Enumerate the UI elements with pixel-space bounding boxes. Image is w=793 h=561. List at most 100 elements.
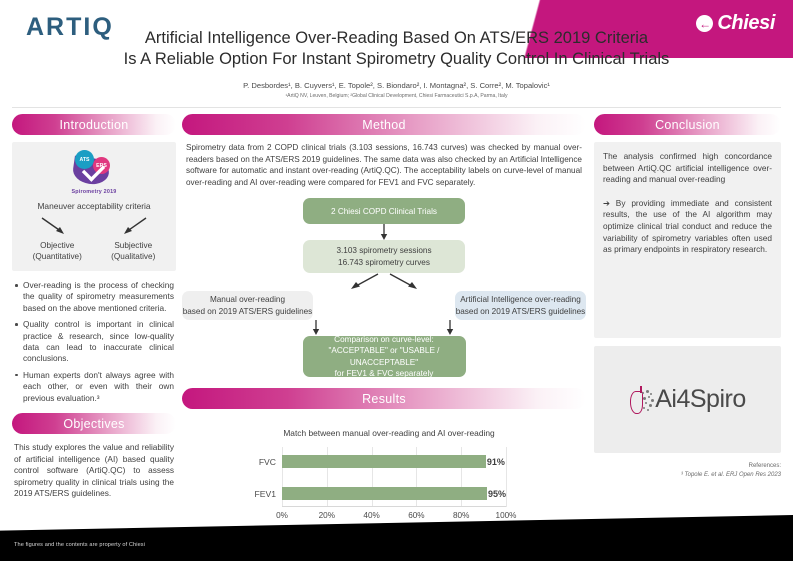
header-divider <box>12 107 781 108</box>
lung-icon <box>629 385 655 415</box>
match-bar-chart: 91% FVC 95% FEV1 0% 20% 40% 60% 80% 100% <box>234 447 534 525</box>
flow-box-sessions: 3.103 spirometry sessions 16.743 spirome… <box>303 240 465 274</box>
section-heading-objectives: Objectives <box>12 413 176 435</box>
flow-connector-merge <box>182 320 586 336</box>
chiesi-logo: ← Chiesi <box>696 12 775 35</box>
references-label: References: <box>748 463 781 469</box>
flow-box-sessions-line1: 3.103 spirometry sessions <box>336 246 432 256</box>
chart-bar-row: 91% <box>282 455 506 469</box>
sponsor-logo-panel: Ai4Spiro <box>594 346 781 453</box>
author-list: P. Desbordes¹, B. Cuyvers¹, E. Topole², … <box>243 81 550 90</box>
ai4spiro-wordmark: Ai4Spiro <box>655 385 746 413</box>
flow-box-trials: 2 Chiesi COPD Clinical Trials <box>303 198 465 225</box>
chart-gridline <box>371 447 373 508</box>
flow-box-ai-line1: Artificial Intelligence over-reading <box>460 295 581 305</box>
chart-gridline <box>461 447 463 508</box>
chart-x-tick-label: 20% <box>318 511 335 521</box>
footer-text: The figures and the contents are propert… <box>14 542 146 548</box>
ers-badge: ERS <box>93 157 110 174</box>
ats-ers-spirometry-logo-icon: ATS ERS <box>61 150 127 188</box>
chart-gridline <box>506 447 507 508</box>
chiesi-mark-icon: ← <box>696 15 714 32</box>
flow-connector-1 <box>379 224 389 241</box>
chart-category-label: FVC <box>258 457 276 468</box>
references-block: References: ³ Topole E. et al. ERJ Open … <box>594 462 781 480</box>
arrow-down-right-icon <box>124 217 147 234</box>
conclusion-paragraph-2-text: By providing immediate and consistent re… <box>603 197 772 255</box>
middle-column: Method Spirometry data from 2 COPD clini… <box>182 114 586 525</box>
flow-box-manual-line1: Manual over-reading <box>209 295 286 305</box>
chart-x-tick-label: 0% <box>276 511 288 521</box>
flow-box-comparison-line3: for FEV1 & FVC separately <box>334 369 434 379</box>
chart-gridline <box>326 447 328 508</box>
conclusion-paragraph-2: ➔ By providing immediate and consistent … <box>603 198 772 256</box>
page-title: Artificial Intelligence Over-Reading Bas… <box>0 28 793 70</box>
objectives-text: This study explores the value and reliab… <box>14 442 174 499</box>
flow-box-comparison-line1: Comparison on curve-level: <box>334 335 434 345</box>
introduction-bullet-list: Over-reading is the process of checking … <box>12 280 176 404</box>
flow-box-ai: Artificial Intelligence over-reading bas… <box>455 291 586 321</box>
figure-caption: Maneuver acceptability criteria <box>37 201 151 211</box>
flow-box-comparison-line2: "ACCEPTABLE" or "USABLE / UNACCEPTABLE" <box>328 346 440 367</box>
criteria-subjective-title: Subjective <box>114 241 153 250</box>
criteria-objective-sub: (Quantitative) <box>32 252 82 261</box>
chart-bar-row: 95% <box>282 487 506 501</box>
arrow-split-icon <box>351 273 417 290</box>
list-item: Quality control is important in clinical… <box>15 319 174 364</box>
chart-x-axis-ticks: 0% 20% 40% 60% 80% 100% <box>276 511 516 523</box>
section-heading-method: Method <box>182 114 586 135</box>
chart-category-label: FEV1 <box>254 489 277 500</box>
chart-x-tick-label: 100% <box>495 511 517 521</box>
criteria-objective-title: Objective <box>40 241 75 250</box>
arrow-down-left-icon <box>41 217 64 234</box>
flow-connector-split <box>182 273 586 291</box>
chart-bar-value-label: 95% <box>487 488 506 499</box>
chart-gridline <box>416 447 418 508</box>
flow-row-parallel: Manual over-reading based on 2019 ATS/ER… <box>182 291 586 321</box>
flow-box-ai-line2: based on 2019 ATS/ERS guidelines <box>455 306 586 316</box>
arrow-down-pair-icon <box>312 320 454 336</box>
ats-badge: ATS <box>75 150 94 169</box>
chart-title: Match between manual over-reading and AI… <box>283 428 495 439</box>
chart-bar-value-label: 91% <box>486 456 505 467</box>
criteria-row: Objective (Quantitative) Subjective (Qua… <box>18 240 170 262</box>
criteria-subjective: Subjective (Qualitative) <box>111 240 155 262</box>
affiliation-list: ¹ArtiQ NV, Leuven, Belgium; ²Global Clin… <box>285 93 508 99</box>
flow-box-comparison: Comparison on curve-level: "ACCEPTABLE" … <box>302 335 466 379</box>
section-heading-results: Results <box>182 388 586 410</box>
chart-x-tick-label: 80% <box>452 511 470 521</box>
criteria-subjective-sub: (Qualitative) <box>111 252 156 261</box>
conclusion-paragraph-1: The analysis confirmed high concordance … <box>603 151 772 185</box>
artiq-logo: ARTIQ <box>26 13 114 41</box>
chart-bar <box>282 455 486 469</box>
list-item: Over-reading is the process of checking … <box>15 280 174 313</box>
ai4spiro-logo: Ai4Spiro <box>629 385 746 415</box>
results-chart-container: Match between manual over-reading and AI… <box>182 416 586 525</box>
arrow-right-icon: ➔ <box>603 197 610 208</box>
method-flowchart: 2 Chiesi COPD Clinical Trials 3.103 spir… <box>182 198 586 379</box>
lung-left-shape <box>630 390 644 414</box>
flow-box-manual: Manual over-reading based on 2019 ATS/ER… <box>182 291 313 321</box>
chart-plot-area: 91% FVC 95% FEV1 <box>255 447 507 508</box>
left-column: Introduction ATS ERS Spirometry 2019 Man… <box>12 114 176 501</box>
criteria-objective: Objective (Quantitative) <box>33 240 82 262</box>
method-text: Spirometry data from 2 COPD clinical tri… <box>186 143 582 187</box>
arrow-down-icon <box>380 224 388 241</box>
chart-x-tick-label: 40% <box>363 511 380 521</box>
reference-item: ³ Topole E. et al. ERJ Open Res 2023 <box>680 472 781 478</box>
lung-stem-shape <box>640 385 642 393</box>
chart-x-tick-label: 60% <box>408 511 425 521</box>
flow-box-sessions-line2: 16.743 spirometry curves <box>338 257 430 267</box>
flow-box-manual-line2: based on 2019 ATS/ERS guidelines <box>182 306 313 316</box>
section-heading-conclusion: Conclusion <box>594 114 781 135</box>
title-line-1: Artificial Intelligence Over-Reading Bas… <box>144 29 649 47</box>
logo-caption: Spirometry 2019 <box>71 189 117 195</box>
right-column: Conclusion The analysis confirmed high c… <box>594 114 781 480</box>
figure-arrows <box>18 213 170 239</box>
lung-right-dots <box>641 389 655 413</box>
section-heading-introduction: Introduction <box>12 114 176 135</box>
chart-bar <box>282 487 487 501</box>
poster-header: ARTIQ ← Chiesi Artificial Intelligence O… <box>0 0 793 108</box>
title-line-2: Is A Reliable Option For Instant Spirome… <box>123 50 670 68</box>
